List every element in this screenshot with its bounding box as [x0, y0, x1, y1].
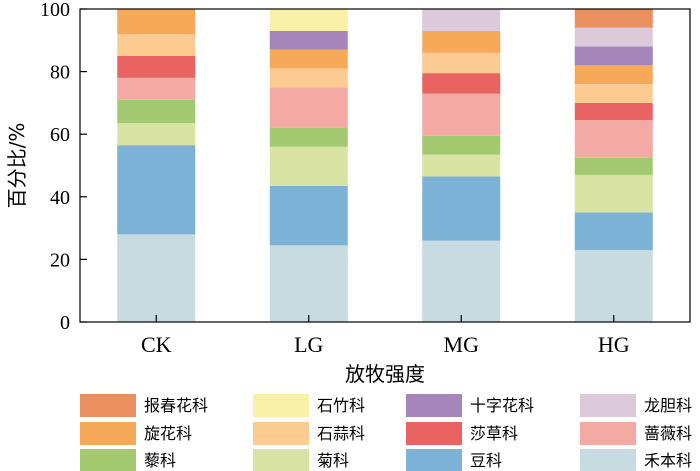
x-tick-label-LG: LG	[294, 332, 323, 357]
bar-segment-MG-4	[422, 93, 501, 136]
legend-swatch-11	[580, 449, 636, 471]
legend-swatch-2	[406, 394, 462, 417]
bar-segment-HG-7	[574, 65, 653, 85]
bar-segment-HG-5	[574, 102, 653, 121]
legend-label-2: 十字花科	[470, 396, 534, 415]
bar-segment-LG-1	[269, 185, 348, 246]
legend-label-1: 石竹科	[317, 396, 365, 415]
bar-segment-HG-6	[574, 84, 653, 103]
bar-segment-CK-5	[117, 55, 196, 78]
bar-segment-HG-4	[574, 120, 653, 158]
bar-segments	[117, 9, 653, 322]
y-tick-label: 20	[50, 249, 70, 271]
bar-segment-CK-4	[117, 77, 196, 100]
legend-swatch-3	[580, 394, 636, 417]
legend-swatch-4	[80, 422, 136, 445]
bar-segment-MG-5	[422, 73, 501, 94]
bar-segment-HG-8	[574, 46, 653, 66]
x-tick-label-MG: MG	[444, 332, 480, 357]
bar-segment-LG-3	[269, 127, 348, 147]
x-tick-label-HG: HG	[598, 332, 630, 357]
legend-swatch-0	[80, 394, 136, 417]
y-axis-ticks: 0 20 40 60 80 100	[40, 0, 87, 334]
legend-swatch-10	[406, 449, 462, 471]
bar-segment-MG-1	[422, 176, 501, 241]
bar-segment-LG-4	[269, 87, 348, 128]
bar-segment-HG-1	[574, 212, 653, 251]
legend-swatch-8	[80, 449, 136, 471]
x-axis-title: 放牧强度	[345, 362, 425, 386]
legend-swatch-9	[253, 449, 309, 471]
bar-segment-CK-2	[117, 123, 196, 146]
legend-label-3: 龙胆科	[644, 396, 692, 415]
y-tick-label: 40	[50, 187, 70, 209]
bar-segment-HG-3	[574, 157, 653, 175]
bar-segment-CK-0	[117, 234, 196, 322]
bar-segment-HG-0	[574, 250, 653, 322]
y-tick-label: 60	[50, 124, 70, 146]
bar-segment-MG-7	[422, 30, 501, 53]
bar-segment-CK-1	[117, 145, 196, 235]
bar-segment-CK-3	[117, 99, 196, 124]
bar-segment-LG-2	[269, 146, 348, 186]
y-tick-label: 80	[50, 62, 70, 84]
legend-label-10: 豆科	[470, 451, 502, 470]
bar-segment-MG-9	[422, 9, 501, 31]
legend-label-7: 蔷薇科	[644, 424, 692, 443]
legend-label-5: 石蒜科	[317, 424, 365, 443]
bar-segment-HG-9	[574, 27, 653, 47]
legend-swatch-5	[253, 422, 309, 445]
legend-label-6: 莎草科	[470, 424, 518, 443]
bar-segment-HG-2	[574, 174, 653, 213]
legend-label-4: 旋花科	[144, 424, 192, 443]
legend-label-9: 菊科	[317, 451, 349, 470]
bar-segment-LG-10	[269, 9, 348, 31]
y-tick-label: 0	[60, 312, 70, 334]
bar-segment-LG-6	[269, 68, 348, 88]
legend-label-8: 藜科	[144, 451, 176, 470]
bar-segment-MG-2	[422, 154, 501, 177]
bar-segment-MG-3	[422, 135, 501, 155]
axes	[79, 8, 691, 323]
legend-swatch-1	[253, 394, 309, 417]
legend-label-11: 禾本科	[644, 451, 692, 470]
plot-frame	[79, 8, 691, 323]
legend-swatch-7	[580, 422, 636, 445]
bar-segment-HG-11	[574, 9, 653, 28]
bar-segment-LG-8	[269, 30, 348, 50]
legend-label-0: 报春花科	[144, 396, 208, 415]
bar-segment-MG-6	[422, 52, 501, 74]
bar-segment-MG-0	[422, 240, 501, 322]
y-axis-title: 百分比/%	[5, 123, 29, 209]
y-tick-label: 100	[40, 0, 70, 21]
x-tick-label-CK: CK	[141, 332, 172, 357]
bar-segment-LG-7	[269, 49, 348, 69]
legend-swatch-6	[406, 422, 462, 445]
x-axis-ticks: CK LG MG HG	[141, 315, 630, 357]
bar-segment-CK-6	[117, 34, 196, 56]
bar-segment-LG-0	[269, 245, 348, 322]
bar-segment-CK-7	[117, 9, 196, 35]
